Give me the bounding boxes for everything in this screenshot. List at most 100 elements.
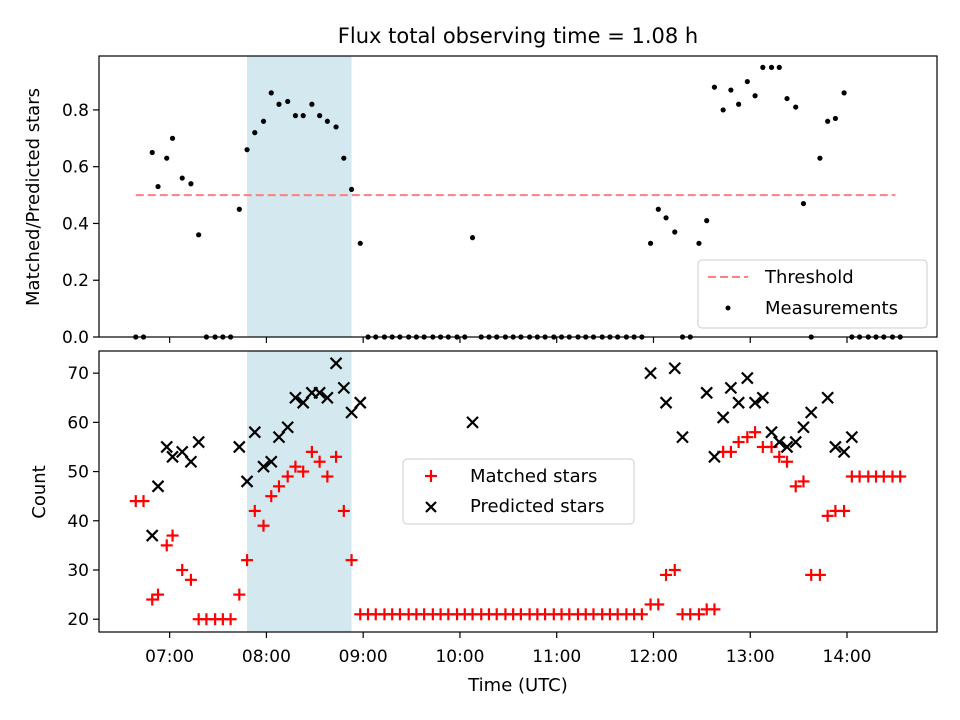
count-x-axis-label: Time (UTC) [467, 675, 568, 696]
predicted-star-point [716, 411, 730, 424]
measurement-point [672, 229, 678, 235]
predicted-star-point [345, 406, 358, 419]
count-xtick-label: 12:00 [629, 647, 678, 667]
predicted-star-point [233, 440, 246, 454]
predicted-star-point [166, 450, 179, 464]
matched-star-point [708, 603, 721, 616]
predicted-star-point [676, 430, 689, 444]
predicted-star-point [337, 381, 351, 395]
count-xtick-label: 09:00 [339, 647, 388, 667]
matched-star-point [749, 426, 762, 439]
measurement-point [285, 98, 291, 105]
measurement-point [341, 155, 347, 161]
measurement-point [793, 104, 799, 110]
legend-threshold-label: Threshold [764, 267, 854, 288]
matched-star-point [176, 563, 189, 576]
legend-measurements-label: Measurements [765, 298, 898, 319]
ratio-shaded-region [247, 56, 352, 337]
measurement-point [663, 215, 669, 221]
measurement-point [188, 181, 194, 187]
count-xtick-label: 07:00 [145, 647, 194, 667]
count-ytick-label: 50 [67, 463, 89, 483]
predicted-star-point [700, 386, 713, 400]
count-ytick-label: 20 [67, 610, 89, 630]
measurement-point [292, 113, 299, 119]
matched-star-point [152, 588, 165, 601]
ratio-ytick-label: 0.8 [62, 101, 89, 121]
matched-star-point [337, 504, 350, 517]
measurement-point [711, 84, 718, 90]
legend-predicted-swatch [425, 501, 437, 513]
matched-star-point [797, 475, 810, 488]
measurement-point [720, 107, 726, 113]
ratio-ytick-label: 0.2 [62, 271, 89, 291]
matched-star-point [137, 495, 150, 508]
predicted-star-point [708, 450, 721, 464]
count-xtick-label: 11:00 [532, 647, 581, 667]
measurement-point [696, 240, 702, 246]
matched-star-point [305, 445, 318, 458]
predicted-star-point [659, 396, 673, 409]
matched-star-point [257, 519, 270, 532]
measurement-point [324, 118, 330, 124]
predicted-star-point [845, 430, 859, 444]
predicted-star-point [829, 440, 842, 454]
predicted-star-point [257, 460, 270, 473]
measurement-point [704, 218, 710, 224]
measurement-point [655, 206, 661, 212]
measurement-point [647, 240, 654, 246]
predicted-star-point [748, 396, 762, 409]
predicted-star-point [789, 435, 802, 449]
matched-star-point [652, 598, 665, 611]
predicted-star-point [797, 421, 810, 434]
predicted-star-point [240, 475, 254, 488]
matched-stars-series [129, 426, 907, 626]
measurement-point [832, 115, 838, 122]
measurements-series [133, 64, 903, 340]
predicted-star-point [668, 361, 682, 375]
ratio-xtick-group [169, 337, 848, 343]
predicted-star-point [724, 381, 738, 395]
predicted-star-point [272, 430, 286, 444]
ratio-legend: Threshold Measurements [697, 259, 928, 329]
matched-star-point [732, 436, 745, 449]
matched-star-point [894, 470, 907, 483]
predicted-star-point [160, 440, 174, 454]
ratio-ytick-label: 0.0 [62, 328, 89, 348]
count-xtick-label: 10:00 [435, 647, 484, 667]
predicted-star-point [175, 445, 189, 459]
matched-star-point [224, 613, 237, 626]
measurement-point [728, 87, 734, 93]
count-legend: Matched stars Predicted stars [402, 458, 635, 525]
predicted-star-point [772, 435, 786, 449]
ratio-ytick-label: 0.6 [62, 158, 89, 178]
measurement-point [800, 200, 807, 207]
predicted-star-point [756, 391, 770, 405]
predicted-star-point [466, 416, 479, 429]
legend-matched-label: Matched stars [470, 466, 597, 487]
predicted-star-point [804, 406, 818, 419]
measurement-point [196, 232, 202, 238]
measurement-point [309, 101, 315, 107]
matched-star-point [313, 455, 326, 468]
count-ytick-label: 40 [67, 512, 89, 532]
ratio-plot-frame [98, 55, 938, 338]
matched-star-point [241, 554, 254, 567]
matched-star-point [692, 608, 705, 621]
count-ytick-label: 30 [67, 561, 89, 581]
matched-star-point [330, 450, 343, 463]
legend-predicted-label: Predicted stars [470, 496, 604, 517]
measurement-point [260, 118, 267, 124]
measurement-point [236, 206, 242, 212]
predicted-star-point [644, 366, 657, 380]
count-ytick-label: 70 [67, 364, 89, 384]
predicted-star-point [192, 435, 205, 449]
matched-star-point [724, 445, 737, 458]
ratio-ytick-group: 0.0 0.2 0.4 0.6 0.8 [62, 101, 99, 348]
ratio-ytick-label: 0.4 [62, 214, 89, 234]
matched-star-point [781, 455, 794, 468]
predicted-star-point [353, 396, 367, 409]
predicted-star-point [313, 386, 326, 400]
matched-star-point [773, 450, 786, 463]
matched-star-point [345, 554, 358, 567]
